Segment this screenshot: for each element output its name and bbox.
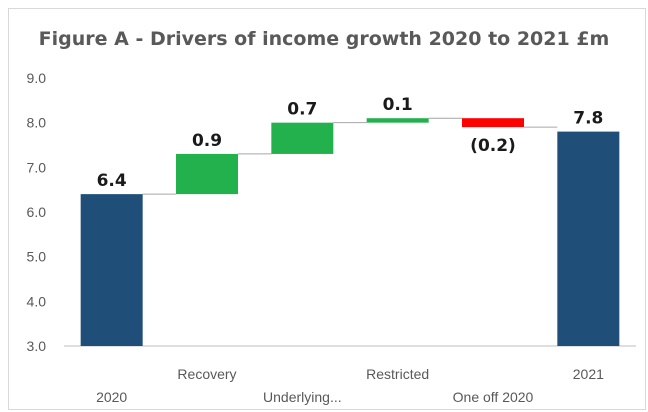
bar-recovery bbox=[176, 153, 238, 195]
category-label: Recovery bbox=[177, 366, 236, 382]
y-tick-label: 6.0 bbox=[27, 204, 47, 220]
y-tick-label: 4.0 bbox=[27, 293, 47, 309]
category-label: Underlying... bbox=[263, 389, 342, 405]
bar-one-off-2020 bbox=[462, 118, 524, 128]
y-tick-label: 5.0 bbox=[27, 249, 47, 265]
data-label: 0.9 bbox=[192, 131, 222, 151]
category-label: Restricted bbox=[366, 366, 429, 382]
bar-restricted bbox=[366, 118, 429, 123]
data-label: 0.1 bbox=[383, 95, 413, 115]
bar-underlying- bbox=[271, 122, 334, 154]
y-tick-label: 8.0 bbox=[27, 115, 47, 131]
data-label: 6.4 bbox=[97, 171, 127, 191]
category-label: One off 2020 bbox=[453, 389, 534, 405]
bar-2020 bbox=[80, 194, 143, 346]
y-tick-label: 9.0 bbox=[27, 70, 47, 86]
y-tick-label: 7.0 bbox=[27, 159, 47, 175]
chart-title: Figure A - Drivers of income growth 2020… bbox=[38, 28, 610, 50]
data-label: (0.2) bbox=[470, 136, 516, 156]
y-tick-label: 3.0 bbox=[27, 338, 47, 354]
category-label: 2020 bbox=[96, 389, 127, 405]
category-label: 2021 bbox=[573, 366, 604, 382]
bar-2021 bbox=[557, 131, 620, 346]
data-label: 0.7 bbox=[287, 100, 317, 120]
data-label: 7.8 bbox=[573, 109, 603, 129]
